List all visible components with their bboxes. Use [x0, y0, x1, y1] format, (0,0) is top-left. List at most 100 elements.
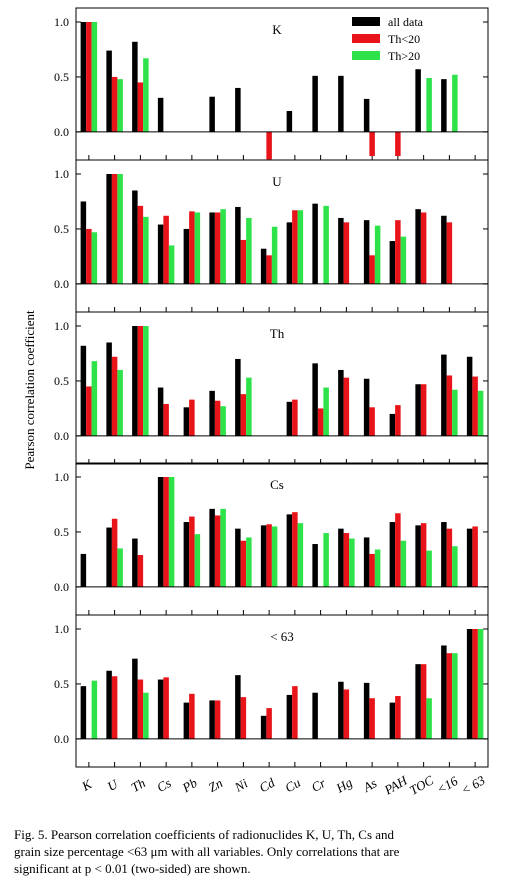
bar-Th-s2	[137, 555, 144, 587]
bar-K-s1	[80, 345, 87, 436]
bar-Cd-s1	[260, 715, 267, 739]
bar-Th-s1	[132, 538, 138, 587]
bar-Hg-s2	[343, 377, 350, 436]
bar-TOC-s1	[415, 384, 421, 436]
legend: all data Th<20 Th>20	[352, 15, 424, 63]
bar-16-s3	[452, 546, 458, 587]
bar-Cr-s3	[323, 533, 329, 587]
bar-Cu-s1	[286, 514, 293, 587]
bar-Th-s2	[137, 326, 144, 436]
bar-Pb-s2	[189, 399, 195, 436]
bar-Cu-s1	[286, 694, 293, 739]
bar-U-s3	[117, 548, 123, 587]
bar-Hg-s1	[338, 369, 344, 436]
bar-Pb-s1	[183, 702, 190, 739]
bar-Hg-s2	[343, 222, 350, 284]
x-tick-label: Pb	[179, 775, 200, 796]
x-tick-label: As	[360, 775, 380, 795]
x-tick-label: Cs	[154, 775, 173, 795]
bar-Ni-s2	[240, 697, 247, 739]
bar-Th-s2	[137, 679, 144, 739]
y-tick-label: 0.5	[54, 222, 69, 236]
bar-Pb-s3	[194, 534, 201, 587]
y-tick-label: 0.5	[54, 374, 69, 388]
bar-Hg-s2	[343, 689, 350, 739]
panel-frame	[75, 614, 489, 768]
bar-Th-s2	[137, 205, 144, 284]
bar-Pb-s1	[183, 228, 190, 284]
bar-Pb-s2	[189, 693, 195, 739]
figure-caption: Fig. 5. Pearson correlation coefficients…	[14, 826, 504, 877]
bar-Cs-s2	[163, 677, 169, 739]
y-tick-label: 0.5	[54, 525, 69, 539]
bar-Zn-s1	[209, 96, 215, 132]
bar-TOC-s1	[415, 209, 421, 284]
bar-16-s3	[452, 389, 458, 436]
bar-16-s2	[446, 653, 453, 739]
bar-63-s2	[472, 526, 478, 587]
panel-frame	[75, 311, 489, 465]
x-tick-label: Ni	[231, 775, 250, 795]
bar-Cr-s1	[312, 203, 318, 284]
bar-63-s1	[466, 528, 473, 587]
panel-4: 0.0 0.5 1.0 Cs	[54, 462, 489, 616]
legend-label: Th>20	[388, 49, 420, 63]
bar-PAH-s2	[395, 405, 401, 436]
y-tick-label: 0.0	[54, 125, 69, 139]
bar-Th-s3	[143, 216, 149, 284]
bar-PAH-s1	[389, 522, 396, 587]
bar-16-s1	[441, 522, 447, 587]
bar-Th-s1	[132, 190, 138, 284]
bar-U-s3	[117, 369, 123, 436]
bar-Zn-s1	[209, 700, 215, 739]
panel-2: 0.0 0.5 1.0 U	[54, 159, 489, 313]
bar-K-s1	[80, 553, 87, 587]
bar-Hg-s1	[338, 75, 344, 132]
bar-Zn-s1	[209, 212, 215, 284]
bar-Cu-s2	[292, 512, 298, 587]
bar-Ni-s3	[246, 217, 252, 284]
bar-Zn-s1	[209, 508, 215, 587]
bar-U-s2	[111, 676, 118, 739]
bar-Ni-s1	[235, 87, 241, 132]
panel-title: U	[272, 174, 282, 189]
bar-63-s2	[472, 629, 478, 739]
correlation-figure: Pearson correlation coefficient 0.0 0.5 1.…	[22, 7, 489, 798]
bar-Zn-s2	[214, 515, 221, 587]
bar-TOC-s3	[426, 550, 432, 587]
bar-Ni-s1	[235, 358, 241, 436]
bar-Pb-s2	[189, 516, 195, 587]
bar-Cs-s3	[168, 245, 175, 284]
bar-Cd-s1	[260, 248, 267, 284]
bar-As-s2	[369, 131, 375, 157]
bar-As-s1	[363, 682, 370, 739]
bar-Pb-s3	[194, 212, 201, 284]
bar-As-s1	[363, 378, 370, 436]
bar-As-s3	[374, 549, 381, 587]
y-tick-label: 1.0	[54, 167, 69, 181]
bar-Cr-s3	[323, 387, 329, 436]
bar-As-s2	[369, 407, 375, 436]
bar-Cr-s3	[323, 205, 329, 284]
bar-Ni-s2	[240, 394, 247, 436]
bar-U-s1	[106, 342, 112, 436]
bar-Cs-s1	[157, 224, 164, 284]
x-tick-label: Hg	[333, 774, 356, 796]
bar-Cr-s1	[312, 75, 318, 132]
bar-Zn-s3	[220, 209, 226, 284]
bar-K-s3	[91, 22, 98, 132]
bar-PAH-s3	[400, 236, 407, 284]
bar-Cs-s1	[157, 97, 164, 132]
bar-63-s1	[466, 356, 473, 436]
panel-3: 0.0 0.5 1.0 Th	[54, 311, 489, 465]
bar-K-s3	[91, 680, 98, 739]
bar-U-s1	[106, 174, 112, 284]
bar-Cd-s2	[266, 524, 272, 587]
panels-group: 0.0 0.5 1.0 K 0.0 0.5 1.0 U 0.0 0.5 1.0 Th 0.0 0.5 1.0…	[54, 7, 489, 768]
bar-Cu-s1	[286, 222, 293, 284]
x-tick-label: Cd	[257, 775, 278, 796]
x-tick-label: PAH	[381, 772, 410, 798]
bar-Ni-s1	[235, 528, 241, 587]
bar-TOC-s1	[415, 69, 421, 132]
